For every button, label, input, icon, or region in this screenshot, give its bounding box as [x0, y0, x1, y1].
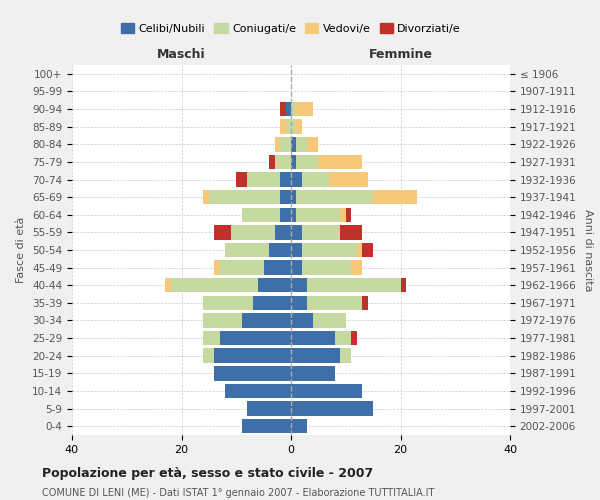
Bar	[231, 225, 275, 240]
Bar	[269, 154, 275, 169]
Bar	[280, 190, 291, 204]
Bar	[258, 278, 291, 292]
Bar	[247, 172, 280, 186]
Bar	[280, 172, 291, 186]
Bar	[269, 243, 291, 257]
Legend: Celibi/Nubili, Coniugati/e, Vedovi/e, Divorziati/e: Celibi/Nubili, Coniugati/e, Vedovi/e, Di…	[116, 19, 466, 38]
Bar	[170, 278, 258, 292]
Bar	[302, 225, 340, 240]
Bar	[296, 190, 373, 204]
Bar	[280, 208, 291, 222]
Bar	[291, 172, 302, 186]
Bar	[291, 419, 307, 434]
Bar	[214, 348, 291, 363]
Text: Popolazione per età, sesso e stato civile - 2007: Popolazione per età, sesso e stato civil…	[42, 468, 373, 480]
Bar	[275, 137, 280, 152]
Bar	[307, 137, 319, 152]
Bar	[275, 225, 291, 240]
Y-axis label: Anni di nascita: Anni di nascita	[583, 209, 593, 291]
Bar	[351, 260, 362, 275]
Text: Maschi: Maschi	[157, 48, 206, 62]
Bar	[401, 278, 406, 292]
Bar	[291, 225, 302, 240]
Bar	[340, 225, 362, 240]
Bar	[203, 296, 253, 310]
Bar	[214, 225, 231, 240]
Bar	[296, 137, 307, 152]
Bar	[319, 154, 362, 169]
Bar	[356, 243, 362, 257]
Bar	[286, 120, 291, 134]
Bar	[351, 331, 357, 345]
Bar	[291, 296, 307, 310]
Bar	[296, 154, 319, 169]
Bar	[291, 102, 296, 117]
Bar	[263, 260, 291, 275]
Bar	[291, 278, 307, 292]
Bar	[291, 208, 296, 222]
Text: Femmine: Femmine	[368, 48, 433, 62]
Bar	[340, 348, 351, 363]
Bar	[291, 190, 296, 204]
Bar	[253, 296, 291, 310]
Bar	[291, 348, 340, 363]
Bar	[307, 278, 401, 292]
Bar	[275, 154, 291, 169]
Bar	[242, 314, 291, 328]
Bar	[291, 243, 302, 257]
Bar	[335, 331, 351, 345]
Bar	[286, 102, 291, 117]
Bar	[291, 314, 313, 328]
Bar	[291, 120, 296, 134]
Bar	[291, 384, 362, 398]
Bar	[280, 137, 291, 152]
Bar	[214, 260, 220, 275]
Bar	[209, 190, 280, 204]
Bar	[296, 208, 340, 222]
Bar	[242, 208, 280, 222]
Bar	[346, 208, 351, 222]
Bar	[340, 208, 346, 222]
Bar	[302, 172, 329, 186]
Bar	[291, 137, 296, 152]
Bar	[226, 384, 291, 398]
Bar	[280, 102, 286, 117]
Bar	[220, 260, 263, 275]
Bar	[226, 243, 269, 257]
Bar	[214, 366, 291, 380]
Bar	[291, 331, 335, 345]
Bar	[313, 314, 346, 328]
Bar	[236, 172, 247, 186]
Bar	[362, 296, 368, 310]
Bar	[362, 243, 373, 257]
Bar	[291, 366, 335, 380]
Bar	[291, 154, 296, 169]
Text: COMUNE DI LENI (ME) - Dati ISTAT 1° gennaio 2007 - Elaborazione TUTTITALIA.IT: COMUNE DI LENI (ME) - Dati ISTAT 1° genn…	[42, 488, 434, 498]
Bar	[329, 172, 368, 186]
Bar	[296, 120, 302, 134]
Bar	[203, 190, 209, 204]
Bar	[291, 402, 373, 416]
Bar	[291, 260, 302, 275]
Bar	[203, 314, 242, 328]
Bar	[165, 278, 170, 292]
Bar	[296, 102, 313, 117]
Bar	[307, 296, 362, 310]
Bar	[242, 419, 291, 434]
Bar	[302, 243, 356, 257]
Bar	[220, 331, 291, 345]
Bar	[373, 190, 417, 204]
Bar	[247, 402, 291, 416]
Bar	[203, 348, 214, 363]
Bar	[203, 331, 220, 345]
Bar	[280, 120, 286, 134]
Bar	[302, 260, 351, 275]
Y-axis label: Fasce di età: Fasce di età	[16, 217, 26, 283]
